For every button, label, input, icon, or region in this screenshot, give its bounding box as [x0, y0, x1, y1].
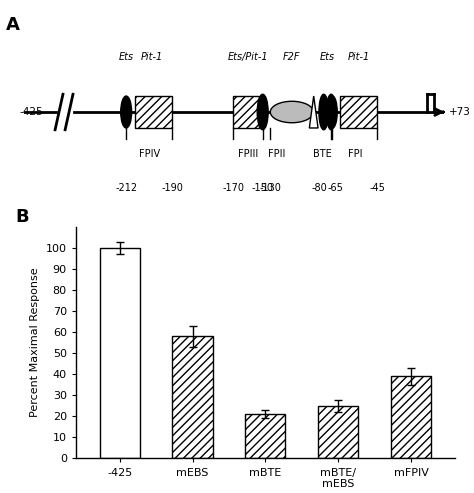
Text: -80: -80 — [311, 183, 327, 193]
Text: BTE: BTE — [313, 149, 332, 159]
Text: FPI: FPI — [347, 149, 362, 159]
Text: +73: +73 — [449, 107, 471, 117]
Bar — [391, 376, 431, 458]
Bar — [340, 96, 377, 128]
Text: A: A — [6, 16, 20, 34]
Ellipse shape — [121, 96, 132, 128]
Bar — [135, 96, 172, 128]
Text: FPIV: FPIV — [138, 149, 160, 159]
Text: -425: -425 — [19, 107, 43, 117]
Text: -190: -190 — [161, 183, 183, 193]
Bar — [173, 336, 212, 458]
Text: -150: -150 — [252, 183, 273, 193]
Bar — [233, 96, 259, 128]
Bar — [319, 406, 358, 458]
Text: Ets/Pit-1: Ets/Pit-1 — [228, 52, 268, 62]
Text: FPIII: FPIII — [238, 149, 258, 159]
Ellipse shape — [270, 101, 313, 123]
Text: -212: -212 — [115, 183, 137, 193]
Text: Pit-1: Pit-1 — [348, 52, 370, 62]
Text: Ets: Ets — [320, 52, 335, 62]
Text: B: B — [15, 208, 29, 226]
Bar — [246, 414, 285, 458]
Ellipse shape — [326, 94, 336, 130]
Bar — [100, 248, 140, 458]
Text: Pit-1: Pit-1 — [141, 52, 164, 62]
Text: FPII: FPII — [268, 149, 285, 159]
Polygon shape — [310, 96, 318, 128]
Text: -130: -130 — [259, 183, 281, 193]
Text: -65: -65 — [328, 183, 344, 193]
Text: F2F: F2F — [283, 52, 301, 62]
Text: Ets: Ets — [118, 52, 134, 62]
Ellipse shape — [319, 94, 328, 130]
Y-axis label: Percent Maximal Response: Percent Maximal Response — [30, 268, 40, 418]
Text: -170: -170 — [222, 183, 244, 193]
Ellipse shape — [328, 96, 337, 128]
Text: -45: -45 — [369, 183, 385, 193]
Ellipse shape — [257, 94, 268, 130]
